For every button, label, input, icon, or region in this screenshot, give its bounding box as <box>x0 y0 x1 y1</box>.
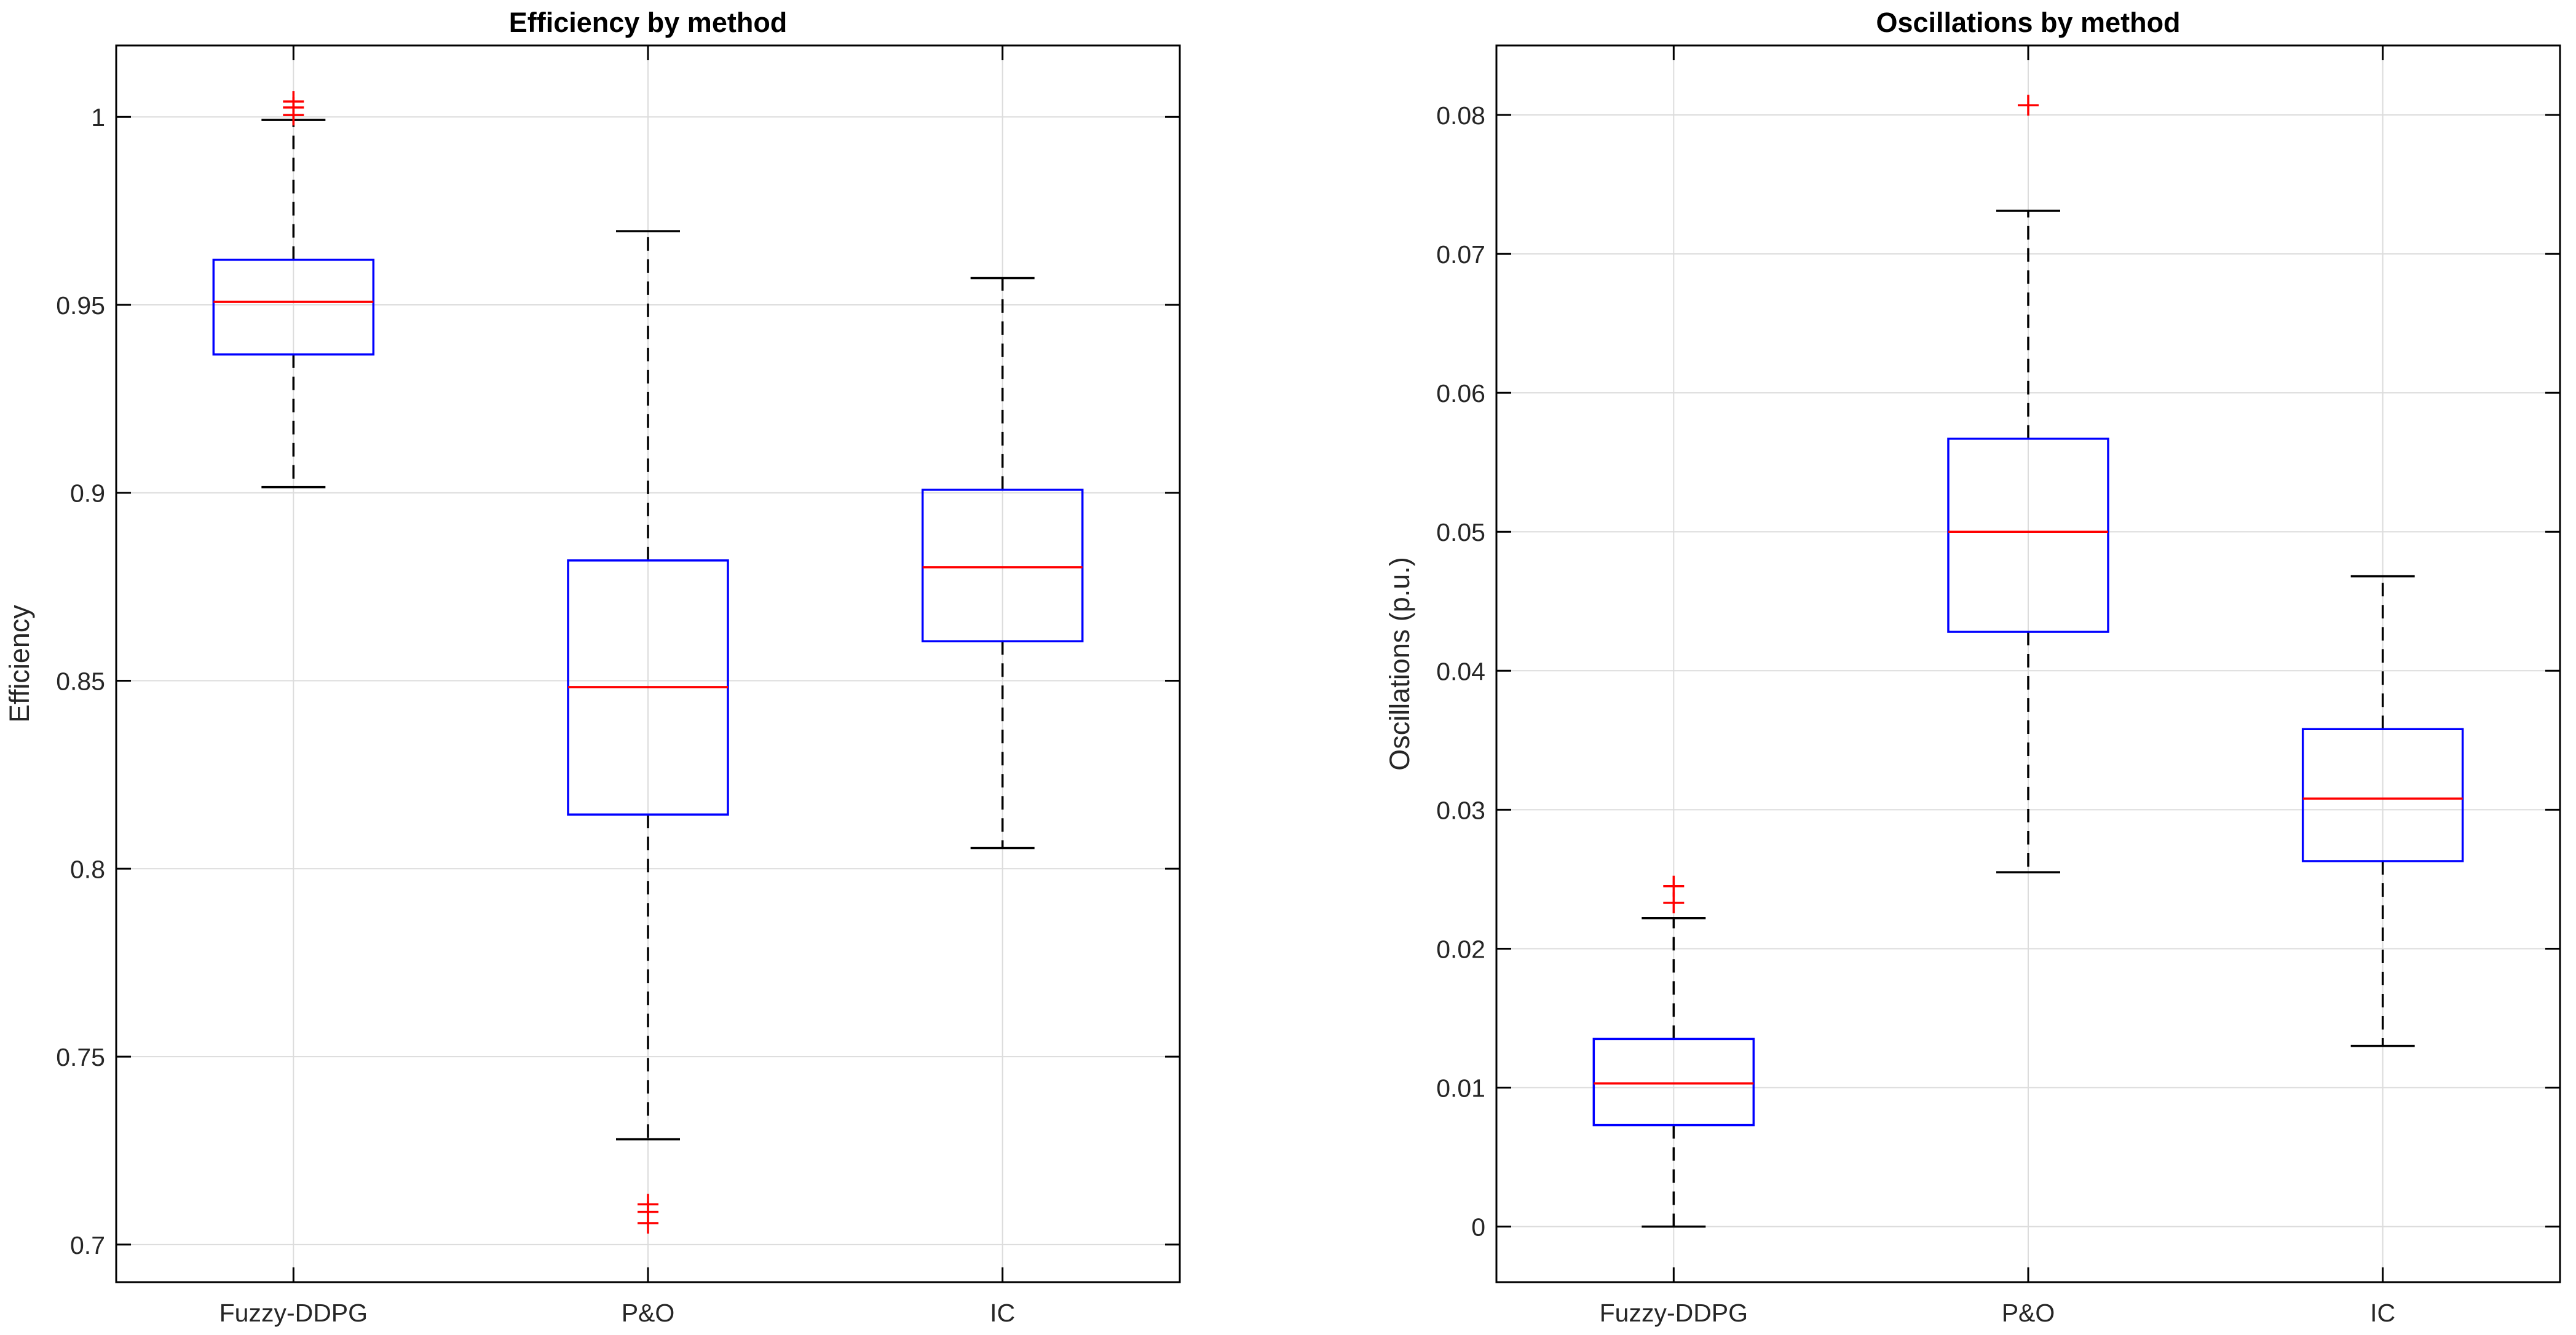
y-tick-label: 0.02 <box>1436 935 1485 963</box>
box-group-ic <box>2301 575 2464 1047</box>
y-tick-label: 0.95 <box>56 291 105 320</box>
box-group-fuzzy-ddpg <box>212 91 375 489</box>
chart-panel-2: 0 0.01 0.02 0.03 0.04 0.05 0.06 0.07 0.08 Fuzzy-D… <box>1384 7 2561 1327</box>
y-tick-label: 0.08 <box>1436 101 1485 130</box>
y-tick-label: 0.7 <box>70 1231 105 1259</box>
box-iqr <box>1592 1038 1755 1127</box>
y-tick-label: 1 <box>91 103 105 132</box>
y-tick-label: 0.75 <box>56 1043 105 1071</box>
x-tick-label: IC <box>990 1299 1015 1327</box>
box-iqr <box>1947 438 2109 633</box>
box-group-ic <box>921 277 1084 849</box>
box-iqr <box>2301 728 2464 862</box>
x-tick-label: IC <box>2370 1299 2395 1327</box>
box-group-p-o <box>1947 95 2109 873</box>
x-tick-label: P&O <box>622 1299 675 1327</box>
y-tick-label: 0.8 <box>70 855 105 883</box>
y-tick-label: 0.03 <box>1436 796 1485 824</box>
chart-panel-1: 0.7 0.75 0.8 0.85 0.9 0.95 1 Fuzzy-DDPG P&O IC Eff… <box>4 7 1181 1327</box>
box-group-p-o <box>567 230 729 1234</box>
y-tick-label: 0.06 <box>1436 379 1485 408</box>
outlier-marker <box>1663 875 1685 897</box>
y-tick-label: 0 <box>1471 1213 1485 1242</box>
y-tick-label: 0.01 <box>1436 1074 1485 1103</box>
chart-title: Efficiency by method <box>509 7 788 38</box>
y-tick-label: 0.05 <box>1436 518 1485 546</box>
outlier-marker <box>283 91 304 112</box>
x-tick-label: P&O <box>2002 1299 2055 1327</box>
y-axis-label: Oscillations (p.u.) <box>1384 557 1415 771</box>
outlier-marker <box>2018 95 2039 116</box>
y-tick-label: 0.07 <box>1436 240 1485 269</box>
x-tick-label: Fuzzy-DDPG <box>1600 1299 1748 1327</box>
y-tick-label: 0.04 <box>1436 657 1485 685</box>
x-tick-label: Fuzzy-DDPG <box>219 1299 368 1327</box>
box-iqr <box>212 258 375 356</box>
box-group-fuzzy-ddpg <box>1592 875 1755 1228</box>
y-axis-label: Efficiency <box>4 605 35 723</box>
y-tick-label: 0.85 <box>56 668 105 696</box>
y-tick-label: 0.9 <box>70 479 105 508</box>
chart-title: Oscillations by method <box>1876 7 2180 38</box>
box-iqr <box>921 489 1084 643</box>
outlier-marker <box>638 1194 658 1215</box>
